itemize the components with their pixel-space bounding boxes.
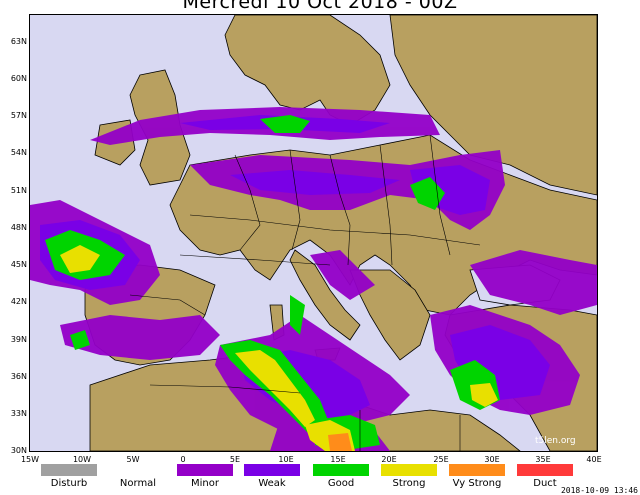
- legend-label-disturb: Disturb: [50, 478, 88, 489]
- legend-swatch-normal: [110, 464, 166, 476]
- lon-label: 0: [180, 455, 186, 464]
- legend-swatch-weak: [244, 464, 300, 476]
- lat-label: 51N: [10, 186, 27, 195]
- vstrong-libya: [328, 433, 352, 451]
- lon-label: 35E: [535, 455, 551, 464]
- legend-label-vstrong: Vy Strong: [452, 478, 502, 489]
- lon-label: 5W: [126, 455, 140, 464]
- minor-adriatic: [310, 250, 375, 300]
- lon-label: 20E: [381, 455, 397, 464]
- lon-label: 15W: [20, 455, 40, 464]
- lat-label: 33N: [10, 409, 27, 418]
- legend-swatch-minor: [177, 464, 233, 476]
- legend-label-weak: Weak: [258, 478, 286, 489]
- land-scandinavia: [224, 15, 391, 126]
- legend-swatch-strong: [381, 464, 437, 476]
- land-balkans: [349, 269, 431, 361]
- lat-label: 60N: [10, 74, 27, 83]
- legend-swatch-duct: [517, 464, 573, 476]
- lat-label: 30N: [10, 446, 27, 455]
- lat-label: 39N: [10, 335, 27, 344]
- good-balearics: [70, 330, 90, 350]
- strong-atlantic: [60, 245, 100, 273]
- legend-label-normal: Normal: [119, 478, 157, 489]
- lat-label: 36N: [10, 372, 27, 381]
- lat-label: 42N: [10, 297, 27, 306]
- lon-label: 40E: [586, 455, 602, 464]
- map-canvas: [30, 15, 597, 451]
- timestamp: 2018-10-09 13:46: [560, 486, 638, 495]
- lat-label: 45N: [10, 260, 27, 269]
- lat-label: 63N: [10, 37, 27, 46]
- lon-label: 10E: [278, 455, 294, 464]
- lat-label: 54N: [10, 148, 27, 157]
- land-italy: [289, 249, 361, 341]
- strong-algeria: [235, 350, 315, 427]
- legend-label-minor: Minor: [191, 478, 219, 489]
- minor-black-sea-north: [470, 250, 597, 315]
- watermark: t5len.org: [535, 436, 576, 446]
- legend-swatch-vstrong: [449, 464, 505, 476]
- lon-label: 30E: [484, 455, 500, 464]
- propagation-map: [29, 14, 598, 452]
- legend-label-duct: Duct: [533, 478, 557, 489]
- legend-swatch-disturb: [41, 464, 97, 476]
- legend-swatch-good: [313, 464, 369, 476]
- minor-iberia-east: [60, 315, 220, 360]
- legend-label-strong: Strong: [392, 478, 426, 489]
- borders-layer: [129, 134, 481, 451]
- lat-label: 57N: [10, 111, 27, 120]
- lon-label: 10W: [72, 455, 92, 464]
- lat-label: 48N: [10, 223, 27, 232]
- lon-label: 25E: [433, 455, 449, 464]
- lon-label: 15E: [330, 455, 346, 464]
- strong-levant: [470, 383, 498, 407]
- good-north-sea: [260, 115, 310, 133]
- legend-label-good: Good: [327, 478, 355, 489]
- lon-label: 5E: [229, 455, 241, 464]
- weak-central: [230, 170, 400, 195]
- vstrong-layer: [328, 433, 352, 451]
- good-italy-west: [290, 295, 305, 335]
- map-title: Mercredi 10 Oct 2018 - 00Z: [182, 0, 458, 13]
